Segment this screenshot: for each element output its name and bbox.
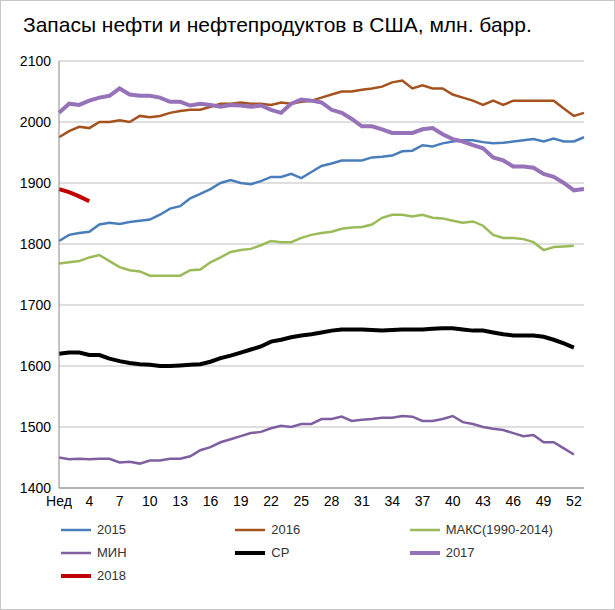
- svg-text:4: 4: [85, 493, 93, 509]
- svg-text:13: 13: [172, 493, 188, 509]
- svg-text:10: 10: [142, 493, 158, 509]
- svg-text:31: 31: [354, 493, 370, 509]
- html-text:Запасы нефти и нефтепродуктов: Запасы нефти и нефтепродуктов в США, млн…: [23, 13, 532, 36]
- svg-text:7: 7: [116, 493, 124, 509]
- html-text:МАКС(1990-2014): МАКС(1990-2014): [445, 522, 553, 537]
- svg-text:Нед: Нед: [46, 492, 72, 509]
- svg-text:1600: 1600: [20, 358, 51, 374]
- svg-text:1800: 1800: [20, 236, 51, 252]
- svg-text:1700: 1700: [20, 297, 51, 313]
- svg-text:1400: 1400: [20, 480, 51, 496]
- svg-text:19: 19: [233, 493, 249, 509]
- svg-text:28: 28: [324, 493, 340, 509]
- svg-text:40: 40: [445, 493, 461, 509]
- svg-text:46: 46: [506, 493, 522, 509]
- html-text:2018: 2018: [97, 568, 126, 583]
- svg-text:2000: 2000: [20, 114, 51, 130]
- svg-text:2100: 2100: [20, 53, 51, 69]
- html-text:2017: 2017: [445, 545, 475, 560]
- svg-text:43: 43: [475, 493, 491, 509]
- svg-text:34: 34: [384, 493, 400, 509]
- html-text:2016: 2016: [271, 522, 301, 537]
- svg-text:25: 25: [294, 493, 310, 509]
- svg-text:49: 49: [536, 493, 552, 509]
- svg-text:1500: 1500: [20, 419, 51, 435]
- html-text:МИН: МИН: [97, 545, 127, 560]
- svg-text:37: 37: [415, 493, 431, 509]
- svg-text:22: 22: [263, 493, 279, 509]
- svg-text:1900: 1900: [20, 175, 51, 191]
- html-text:2015: 2015: [97, 522, 126, 537]
- svg-text:52: 52: [566, 493, 582, 509]
- html-text:СР: СР: [271, 545, 290, 560]
- svg-text:16: 16: [203, 493, 219, 509]
